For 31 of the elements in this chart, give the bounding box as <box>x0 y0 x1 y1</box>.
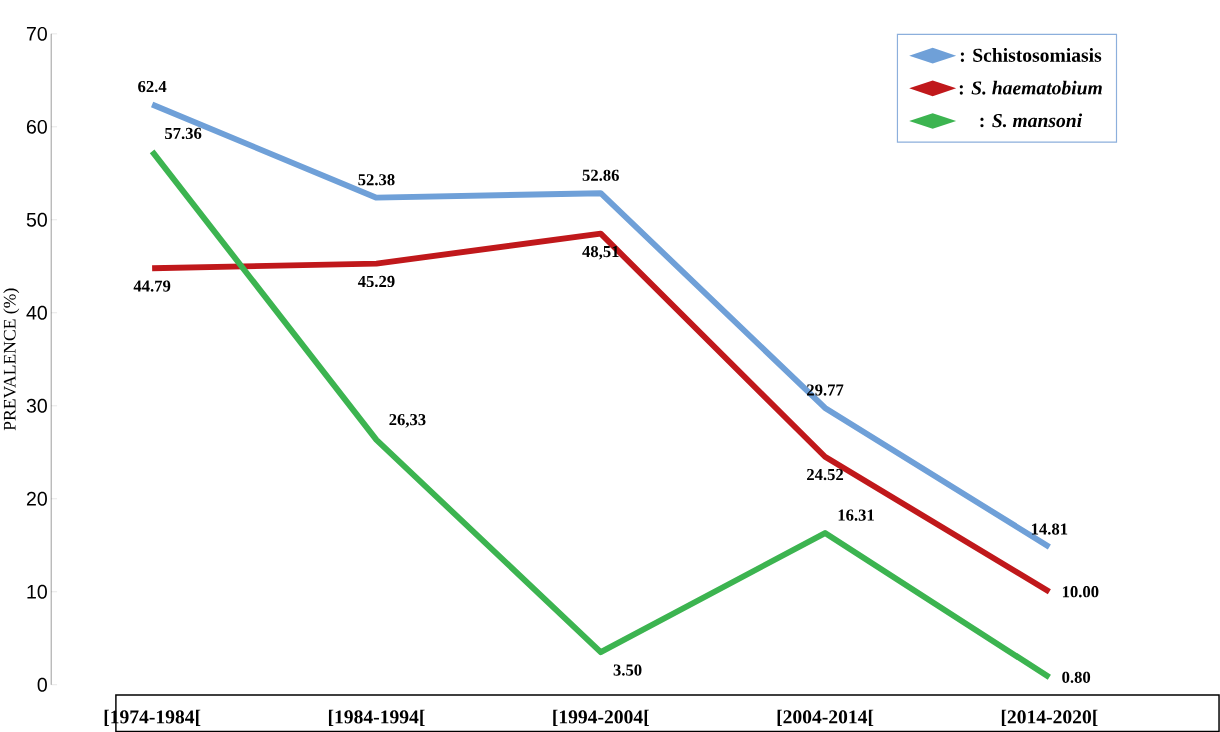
y-tick-label: 60 <box>26 119 47 134</box>
data-label: 57.36 <box>165 127 202 139</box>
x-tick-label: [1994-2004[ <box>553 709 649 726</box>
data-label: 26,33 <box>389 413 426 428</box>
data-label: 10.00 <box>1062 586 1099 598</box>
data-label: 14.81 <box>1031 523 1068 535</box>
legend-label: : S. mansoni <box>980 113 1083 128</box>
y-tick-label: 20 <box>26 491 47 506</box>
y-tick-label: 10 <box>27 584 47 599</box>
y-tick-label: 0 <box>37 677 47 692</box>
data-label: 0.80 <box>1062 671 1091 683</box>
data-label: 3.50 <box>613 664 642 676</box>
y-tick-label: 40 <box>26 305 47 320</box>
x-tick-label: [2004-2014[ <box>777 709 874 726</box>
legend-label: : Schistosomiasis <box>960 48 1102 62</box>
legend-label: : S. haematobium <box>959 80 1102 95</box>
y-tick-label: 70 <box>26 26 47 41</box>
data-label: 16.31 <box>838 509 874 521</box>
y-axis-title: PREVALENCE (%) <box>3 288 20 431</box>
y-tick-label: 30 <box>26 398 47 413</box>
x-tick-label: [2014-2020[ <box>1001 709 1098 726</box>
data-label: 24.52 <box>807 468 844 481</box>
data-label: 52.86 <box>582 169 619 181</box>
data-label: 45.29 <box>357 275 395 288</box>
data-label: 29.77 <box>807 384 844 396</box>
data-label: 48,51 <box>582 245 619 260</box>
data-label: 62.4 <box>138 80 167 93</box>
data-label: 44.79 <box>133 280 171 292</box>
data-label: 52.38 <box>358 174 395 186</box>
x-tick-label: [1984-1994[ <box>328 709 425 726</box>
y-tick-label: 50 <box>26 212 47 227</box>
